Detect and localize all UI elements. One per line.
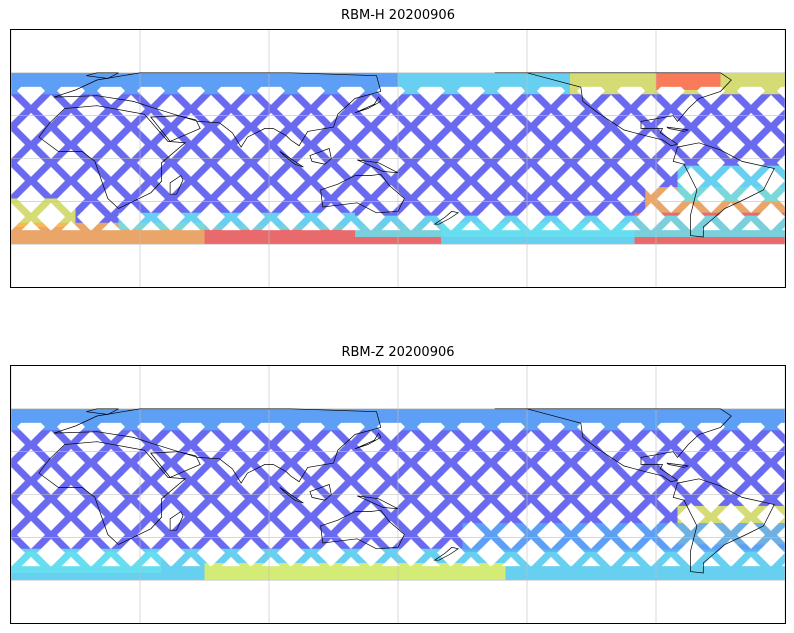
- swath-value-zone: [656, 72, 721, 90]
- africa-coastline: [38, 441, 187, 545]
- gridlines: [11, 30, 785, 287]
- panel-title-rbm-h: RBM-H 20200906: [341, 8, 455, 23]
- map-panel-rbm-h: [10, 29, 786, 288]
- japan-coastline: [354, 96, 382, 114]
- world-map-rbm-h: [11, 30, 785, 287]
- borneo-coastline: [309, 484, 332, 501]
- europe-scandinavia-coastline: [86, 408, 119, 415]
- cuba-coastline: [666, 126, 689, 132]
- madagascar-coastline: [169, 511, 184, 531]
- north-america-coastline: [494, 408, 732, 483]
- swath-value-zone: [204, 563, 506, 581]
- australia-coastline: [320, 173, 405, 214]
- borneo-coastline: [309, 148, 332, 165]
- south-america-coastline: [672, 142, 775, 238]
- new-zealand-coastline: [433, 546, 460, 561]
- new-zealand-coastline: [433, 210, 460, 225]
- new-guinea-coastline: [357, 495, 399, 510]
- swath-value-zone: [441, 222, 635, 245]
- eurasia-coastline: [53, 408, 382, 484]
- swath-value-zone: [398, 72, 570, 95]
- europe-scandinavia-coastline: [86, 72, 119, 79]
- swath-value-zone: [118, 212, 355, 230]
- arabia-coastline: [150, 115, 201, 142]
- panel-title-rbm-z: RBM-Z 20200906: [341, 345, 455, 360]
- madagascar-coastline: [169, 175, 184, 195]
- map-panel-rbm-z: [10, 365, 786, 624]
- japan-coastline: [354, 432, 382, 450]
- world-map-rbm-z: [11, 366, 785, 623]
- north-america-coastline: [494, 72, 732, 147]
- new-guinea-coastline: [357, 159, 399, 174]
- coastlines: [38, 408, 775, 574]
- swath-value-zone: [11, 551, 162, 574]
- coastlines: [38, 72, 775, 238]
- australia-coastline: [320, 509, 405, 550]
- gridlines: [11, 366, 785, 623]
- africa-coastline: [38, 105, 187, 209]
- cuba-coastline: [666, 462, 689, 468]
- swath-value-zone: [11, 72, 398, 95]
- south-america-coastline: [672, 478, 775, 574]
- eurasia-coastline: [53, 72, 382, 148]
- swath-value-zone: [11, 198, 76, 228]
- sumatra-coastline: [279, 487, 304, 504]
- sumatra-coastline: [279, 151, 304, 168]
- arabia-coastline: [150, 451, 201, 478]
